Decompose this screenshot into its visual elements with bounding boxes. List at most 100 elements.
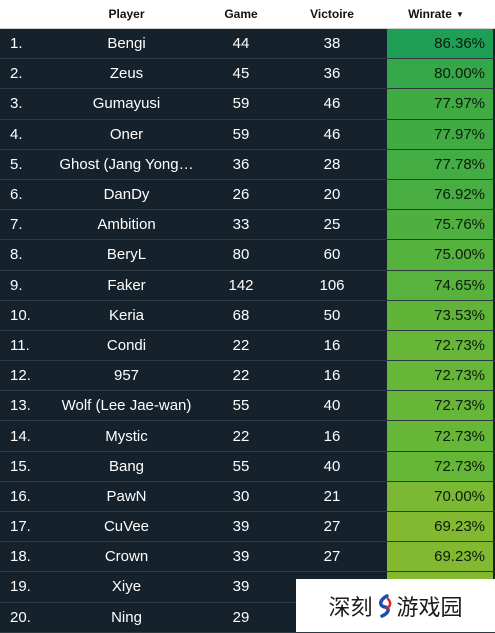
rank-cell: 18. [10,548,31,566]
rank-cell: 14. [10,427,31,445]
rank-cell: 8. [10,246,23,264]
winrate-cell: 72.73% [387,391,493,421]
player-cell: Crown [104,548,149,566]
game-cell: 59 [232,125,250,143]
player-cell: Ning [111,608,142,626]
sort-desc-icon[interactable]: ▼ [455,10,464,20]
victoire-cell: 16 [323,367,341,385]
table-row: 3. Gumayusi 59 46 77.97% [0,89,495,120]
player-cell: Faker [107,276,146,294]
table-row: 18. Crown 39 27 69.23% [0,542,495,573]
table-row: 1. Bengi 44 38 86.36% [0,29,495,60]
table-header: Player Game Victoire Winrate ▼ [0,0,495,29]
rank-cell: 4. [10,125,23,143]
winrate-cell: 72.73% [387,330,493,361]
victoire-cell: 20 [323,186,341,204]
victoire-cell: 16 [323,427,341,445]
table-row: 14. Mystic 22 16 72.73% [0,421,495,452]
winrate-column-header[interactable]: Winrate ▼ [387,7,493,21]
victoire-cell: 21 [323,487,341,505]
table-row: 11. Condi 22 16 72.73% [0,330,495,362]
game-cell: 59 [232,95,250,113]
victoire-column-header[interactable]: Victoire [310,7,354,21]
rank-cell: 19. [10,578,31,596]
game-cell: 45 [232,65,250,83]
player-cell: Bengi [107,35,146,53]
victoire-cell: 27 [323,518,341,536]
winrate-header-label: Winrate [408,7,452,21]
player-cell: Oner [109,125,144,143]
winrate-cell: 69.23% [387,512,493,542]
player-cell: DanDy [103,186,150,204]
rank-cell: 5. [10,155,23,173]
game-cell: 80 [232,246,250,264]
player-column-header[interactable]: Player [108,7,145,21]
winrate-cell: 72.73% [387,451,493,481]
winrate-cell: 77.97% [387,119,493,149]
game-column-header[interactable]: Game [224,7,258,21]
player-cell: Gumayusi [92,95,161,113]
victoire-cell: 27 [323,548,341,566]
game-cell: 22 [232,427,250,445]
victoire-cell: 36 [323,65,341,83]
game-cell: 29 [232,608,250,626]
winrate-cell: 75.76% [387,210,493,240]
game-cell: 30 [232,487,250,505]
winrate-cell: 69.23% [387,542,493,572]
winrate-cell: 75.00% [387,240,493,270]
winrate-cell: 73.53% [387,300,493,330]
winrate-cell: 86.36% [387,29,493,59]
game-cell: 55 [232,457,250,475]
watermark: 深刻 游戏园 [296,579,495,632]
rank-cell: 9. [10,276,23,294]
game-cell: 22 [232,336,250,354]
player-cell: Wolf (Lee Jae-wan) [61,397,192,415]
table-row: 15. Bang 55 40 72.73% [0,451,495,482]
rank-cell: 17. [10,518,31,536]
player-cell: Xiye [111,578,142,596]
game-cell: 39 [232,548,250,566]
table-row: 13. Wolf (Lee Jae-wan) 55 40 72.73% [0,391,495,422]
game-cell: 55 [232,397,250,415]
victoire-cell: 46 [323,125,341,143]
game-cell: 39 [232,518,250,536]
table-body: 1. Bengi 44 38 86.36% 2. Zeus 45 36 80.00% 3. Gumay… [0,29,495,633]
game-cell: 142 [228,276,254,294]
winrate-cell: 77.78% [387,149,493,179]
game-cell: 26 [232,186,250,204]
winrate-cell: 77.97% [387,89,493,119]
player-cell: Keria [108,306,145,324]
game-cell: 68 [232,306,250,324]
table-row: 17. CuVee 39 27 69.23% [0,512,495,543]
player-cell: Ambition [97,216,156,234]
game-cell: 22 [232,367,250,385]
player-cell: PawN [106,487,147,505]
victoire-cell: 50 [323,306,341,324]
rank-cell: 6. [10,186,23,204]
rank-cell: 16. [10,487,31,505]
table-row: 4. Oner 59 46 77.97% [0,119,495,150]
player-cell: Ghost (Jang Yong… [59,155,194,173]
rank-cell: 13. [10,397,31,415]
table-row: 8. BeryL 80 60 75.00% [0,240,495,271]
table-row: 7. Ambition 33 25 75.76% [0,210,495,241]
game-cell: 44 [232,35,250,53]
rank-cell: 3. [10,95,23,113]
victoire-cell: 40 [323,457,341,475]
rank-cell: 20. [10,608,31,626]
winrate-cell: 80.00% [387,59,493,89]
table-row: 12. 957 22 16 72.73% [0,361,495,392]
player-cell: Condi [106,336,147,354]
table-row: 16. PawN 30 21 70.00% [0,481,495,512]
victoire-cell: 38 [323,35,341,53]
watermark-text-left: 深刻 [328,595,373,621]
winrate-cell: 76.92% [387,179,493,210]
player-cell: CuVee [103,518,150,536]
table-row: 10. Keria 68 50 73.53% [0,300,495,331]
game-cell: 33 [232,216,250,234]
victoire-cell: 46 [323,95,341,113]
watermark-logo-icon [378,593,391,618]
game-cell: 39 [232,578,250,596]
rank-cell: 2. [10,65,23,83]
